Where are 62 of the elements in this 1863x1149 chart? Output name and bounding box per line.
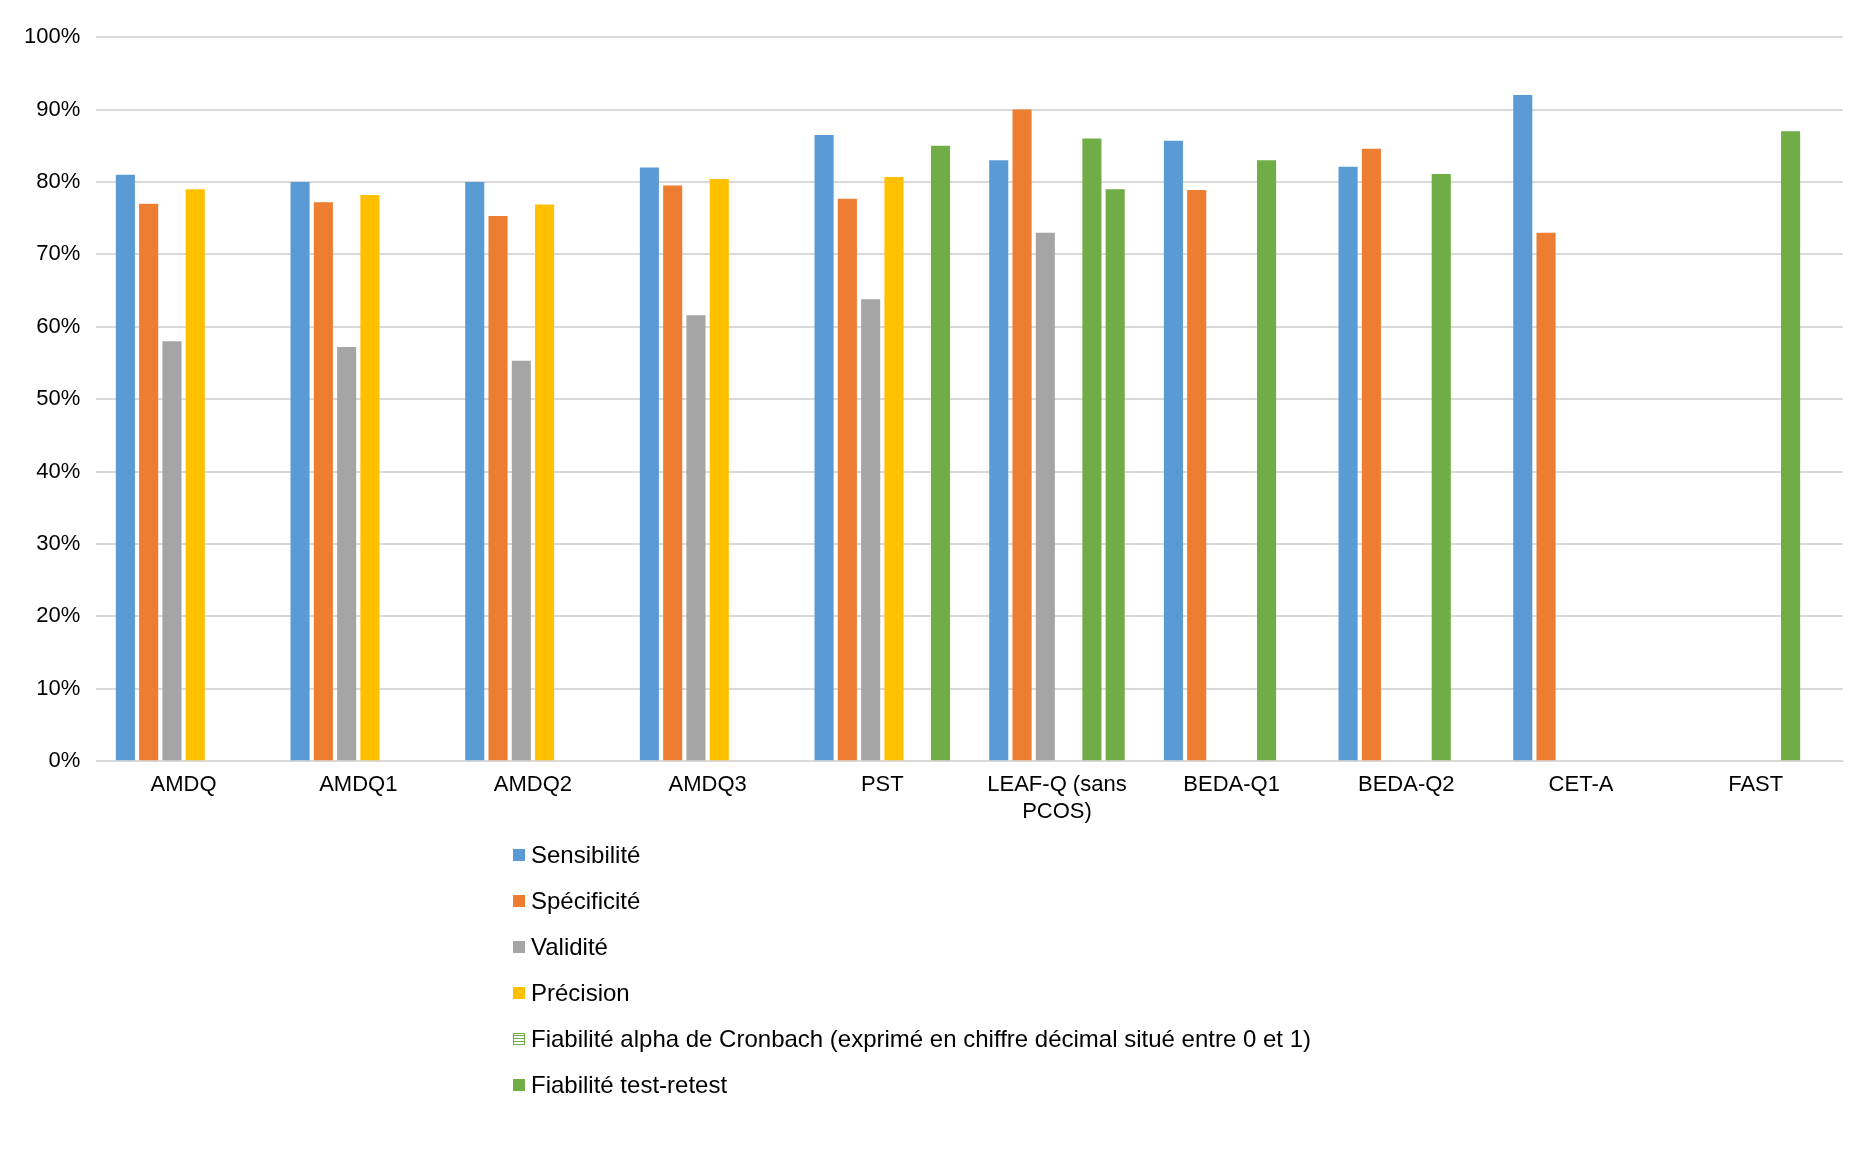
y-tick-label: 50% xyxy=(36,385,81,411)
x-tick-label: AMDQ3 xyxy=(668,771,747,797)
x-tick-label: FAST xyxy=(1728,771,1784,797)
x-tick-label: PST xyxy=(860,771,904,797)
bar xyxy=(1082,138,1102,761)
x-tick-label: CET-A xyxy=(1548,771,1614,797)
legend-label: Sensibilité xyxy=(531,841,641,869)
y-tick-label: 80% xyxy=(36,168,81,194)
legend-label: Précision xyxy=(531,979,630,1007)
y-tick-label: 70% xyxy=(36,240,81,266)
bar xyxy=(465,182,485,761)
x-tick-label: BEDA-Q1 xyxy=(1183,771,1280,797)
legend-label: Fiabilité alpha de Cronbach (exprimé en chiffre décimal situé entre 0 et 1) xyxy=(531,1025,1311,1053)
bar xyxy=(861,299,881,761)
y-tick-label: 90% xyxy=(36,95,81,121)
bar xyxy=(535,204,555,761)
legend-label: Fiabilité test-retest xyxy=(531,1071,728,1099)
bar xyxy=(1035,232,1055,761)
bar xyxy=(1012,109,1032,761)
bar xyxy=(1187,189,1207,761)
y-tick-label: 0% xyxy=(48,747,81,773)
bar xyxy=(814,134,834,761)
bar xyxy=(115,174,135,761)
bar xyxy=(686,315,706,761)
y-tick-label: 20% xyxy=(36,602,81,628)
y-tick-label: 30% xyxy=(36,530,81,556)
legend-label: Spécificité xyxy=(531,887,641,915)
bar xyxy=(884,176,904,761)
bar xyxy=(290,182,310,761)
x-tick-label: AMDQ xyxy=(150,771,217,797)
y-tick-label: 10% xyxy=(36,674,81,700)
y-tick-label: 60% xyxy=(36,312,81,338)
bar xyxy=(1105,189,1125,761)
bar xyxy=(930,145,951,761)
bar xyxy=(511,360,531,761)
bar xyxy=(313,202,333,761)
bar xyxy=(360,195,380,761)
bar xyxy=(139,203,159,761)
bar xyxy=(1513,95,1533,761)
x-tick-label: LEAF-Q (sans PCOS) xyxy=(987,771,1127,823)
bar xyxy=(1431,174,1451,761)
x-tick-label: BEDA-Q2 xyxy=(1358,771,1455,797)
bar xyxy=(1163,140,1183,761)
bar xyxy=(1536,232,1556,761)
y-tick-label: 40% xyxy=(36,457,81,483)
legend-label: Validité xyxy=(531,933,608,961)
bar xyxy=(185,189,205,761)
bar xyxy=(837,198,857,761)
bar xyxy=(663,185,683,761)
bar xyxy=(709,179,729,761)
x-tick-label: AMDQ2 xyxy=(493,771,573,797)
bar xyxy=(162,341,182,761)
y-tick-label: 100% xyxy=(23,23,81,49)
bar xyxy=(639,167,659,761)
x-tick-label: AMDQ1 xyxy=(319,771,398,797)
bar xyxy=(1781,131,1801,761)
bar xyxy=(488,216,508,761)
bar xyxy=(1361,148,1381,761)
bar xyxy=(1338,166,1358,761)
bar xyxy=(337,347,357,761)
bar xyxy=(1257,160,1277,761)
bar xyxy=(989,160,1009,761)
